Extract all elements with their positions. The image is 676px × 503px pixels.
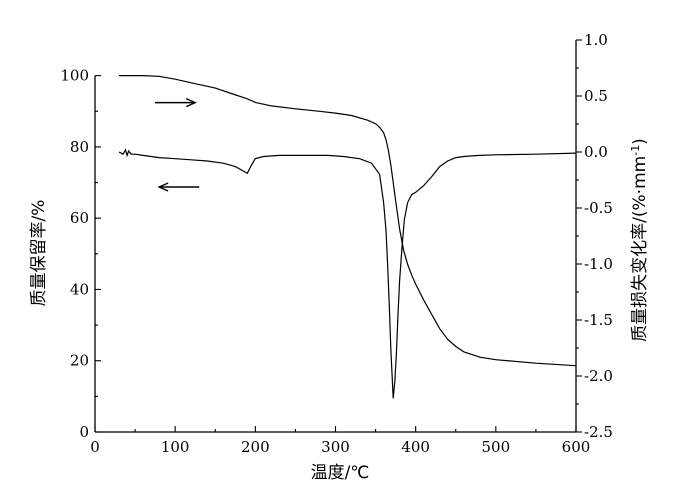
y-right-tick-label-0.0: 0.0 <box>584 143 608 161</box>
y-left-tick-label-60: 60 <box>70 209 89 227</box>
y-right-axis-title-close: ) <box>630 138 650 145</box>
arrows <box>155 97 200 192</box>
x-tick-label-300: 300 <box>321 438 350 456</box>
y-right-tick-label--2.5: -2.5 <box>584 423 613 441</box>
y-left-tick-label-0: 0 <box>79 423 89 441</box>
x-tick-label-400: 400 <box>401 438 430 456</box>
y-right-axis-title-main: 质量损失变化率/(%·mm <box>630 156 650 342</box>
x-tick-label-500: 500 <box>482 438 511 456</box>
y-left-tick-label-20: 20 <box>70 352 89 370</box>
arrow-head <box>185 97 197 108</box>
arrow-head <box>157 182 169 192</box>
y-right-tick-label-1.0: 1.0 <box>584 31 608 49</box>
axes: 0 100 200 300 400 500 600 0 20 40 60 80 100 -2.5 -2.0 -… <box>60 31 613 456</box>
x-axis-title: 温度/℃ <box>311 463 370 483</box>
mass-retention-curve <box>119 75 577 367</box>
arrow-right-indicator <box>155 97 197 108</box>
x-tick-label-0: 0 <box>90 438 100 456</box>
y-right-tick-label--0.5: -0.5 <box>584 199 613 217</box>
y-left-tick-label-100: 100 <box>60 67 89 85</box>
y-right-tick-label-0.5: 0.5 <box>584 87 608 105</box>
y-left-tick-label-80: 80 <box>70 138 89 156</box>
x-tick-label-600: 600 <box>562 438 591 456</box>
y-right-axis-title: 质量损失变化率/(%·mm-1) <box>629 138 650 342</box>
y-left-axis-title: 质量保留率/% <box>29 200 49 307</box>
mass-loss-rate-curve <box>118 148 577 399</box>
arrow-left-indicator <box>157 182 200 192</box>
y-right-tick-label--1.0: -1.0 <box>584 255 613 273</box>
y-right-axis-title-sup: -1 <box>629 145 642 156</box>
x-tick-label-200: 200 <box>241 438 270 456</box>
y-left-tick-label-40: 40 <box>70 280 89 298</box>
curves <box>118 75 577 399</box>
y-right-tick-label--1.5: -1.5 <box>584 311 613 329</box>
y-right-tick-label--2.0: -2.0 <box>584 367 613 385</box>
x-tick-label-100: 100 <box>161 438 190 456</box>
